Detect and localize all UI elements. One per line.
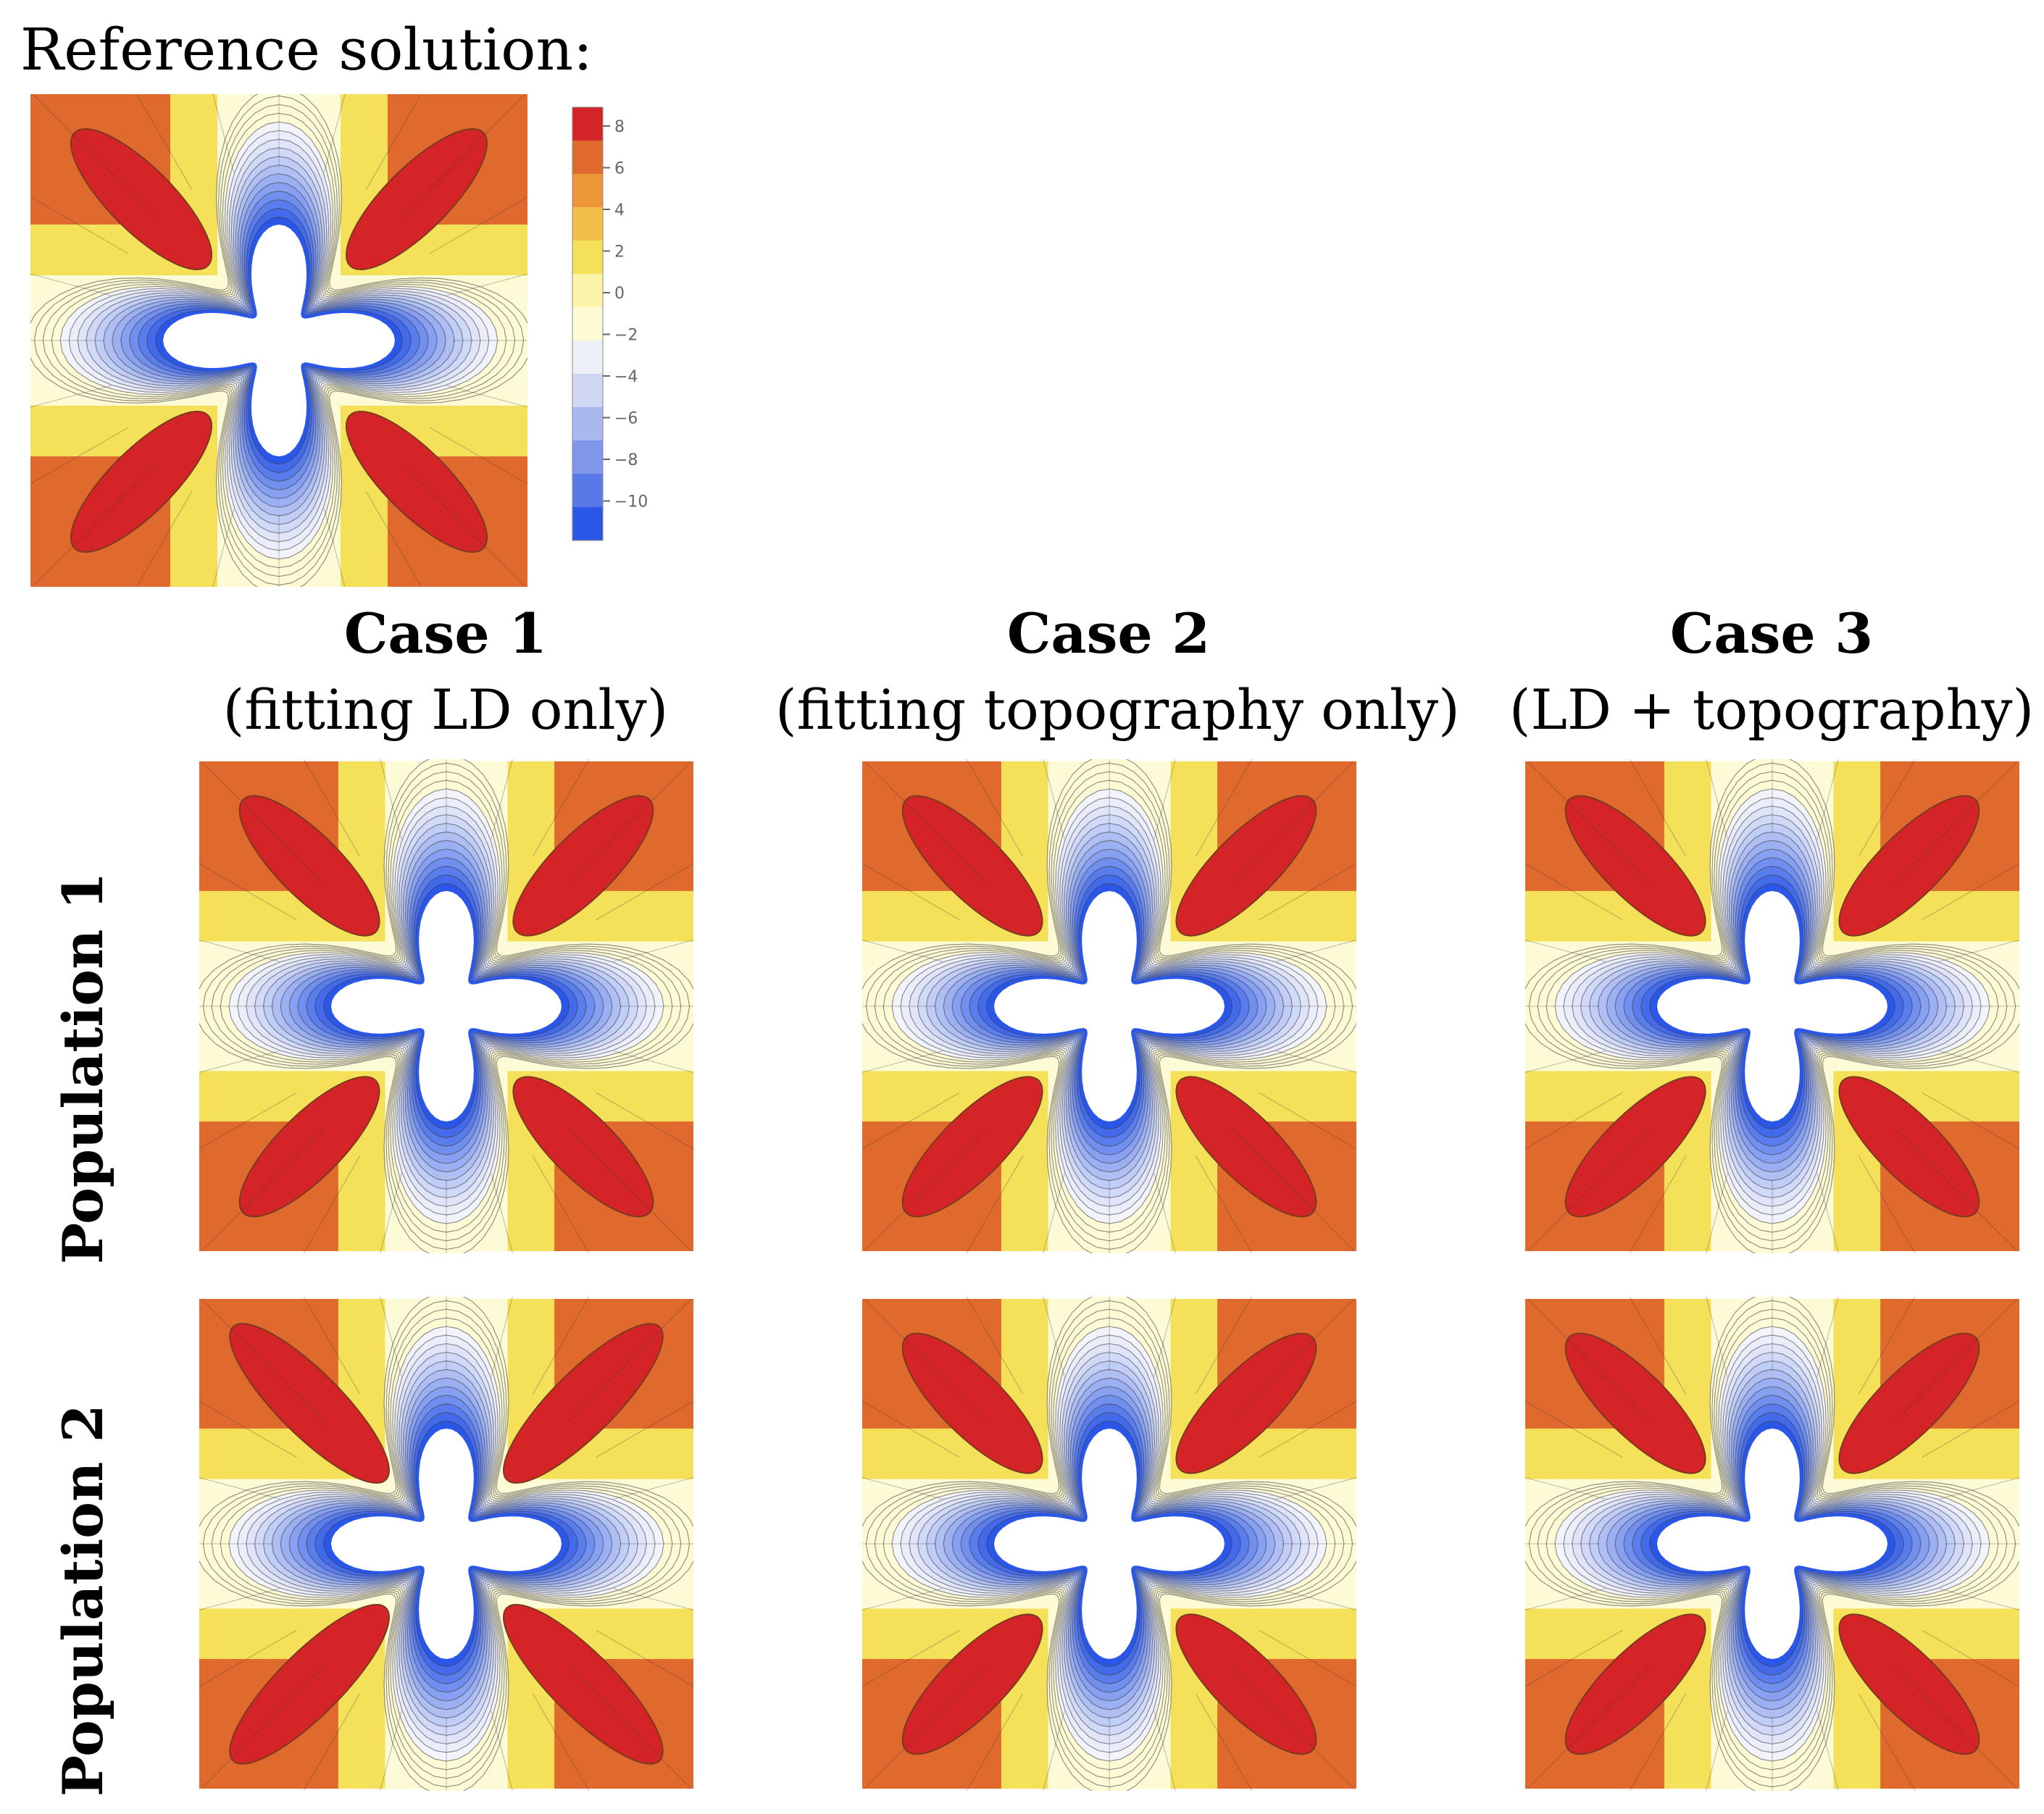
- case-1-title: Case 1: [343, 601, 548, 666]
- colorbar-tick-label: −2: [614, 327, 638, 345]
- population-2-case-1-plot: [199, 1297, 693, 1791]
- case-3-subtitle: (LD + topography): [1509, 677, 2035, 742]
- case-1-header: Case 1 (fitting LD only): [199, 595, 692, 748]
- colorbar: 8 6 4 2 0 −2 −4 −6 −8 −10: [572, 106, 648, 541]
- population-1-label: Population 1: [51, 872, 115, 1264]
- reference-title: Reference solution:: [20, 16, 593, 83]
- colorbar-tick-label: −8: [614, 451, 638, 469]
- population-2-label: Population 2: [51, 1404, 115, 1797]
- colorbar-tick-label: 2: [614, 243, 625, 262]
- colorbar-tick-label: 8: [614, 118, 625, 136]
- colorbar-tick-label: 6: [614, 160, 625, 178]
- case-2-subtitle: (fitting topography only): [775, 677, 1460, 742]
- reference-contour-plot: [30, 94, 527, 587]
- population-1-case-3-plot: [1525, 759, 2019, 1253]
- colorbar-tick-label: −4: [614, 368, 638, 386]
- colorbar-tick-label: −10: [614, 493, 648, 511]
- population-1-case-1-plot: [199, 759, 693, 1253]
- population-1-case-2-plot: [862, 759, 1356, 1253]
- population-2-case-2-plot: [862, 1297, 1356, 1791]
- case-2-title: Case 2: [1006, 601, 1211, 666]
- colorbar-tick-label: 0: [614, 285, 625, 303]
- population-2-case-3-plot: [1525, 1297, 2019, 1791]
- case-3-title: Case 3: [1669, 601, 1874, 666]
- case-2-header: Case 2 (fitting topography only): [775, 595, 1460, 748]
- case-1-subtitle: (fitting LD only): [222, 677, 669, 742]
- colorbar-tick-label: 4: [614, 201, 625, 220]
- colorbar-tick-label: −6: [614, 410, 638, 428]
- case-3-header: Case 3 (LD + topography): [1507, 595, 2036, 748]
